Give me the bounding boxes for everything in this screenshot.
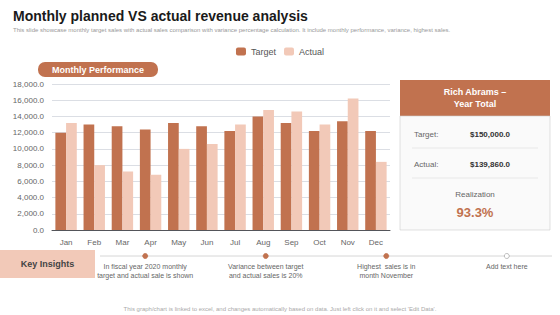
svg-text:Feb: Feb [87,238,101,247]
svg-text:Highest sales is in: Highest sales is in [357,263,415,271]
svg-text:$150,000.0: $150,000.0 [470,130,511,139]
svg-text:target and actual sale is show: target and actual sale is shown [97,272,193,280]
svg-text:Key Insights: Key Insights [21,259,75,269]
svg-text:This graph/chart is linked to: This graph/chart is linked to excel, and… [124,306,437,312]
svg-text:2,000.0: 2,000.0 [17,209,44,218]
svg-text:Actual: Actual [299,47,324,57]
svg-text:Jun: Jun [200,238,213,247]
svg-text:10,000.0: 10,000.0 [13,144,45,153]
svg-text:May: May [171,238,186,247]
svg-text:Aug: Aug [256,238,270,247]
svg-text:0.0: 0.0 [33,226,45,235]
svg-text:18,000.0: 18,000.0 [13,80,45,89]
svg-text:4,000.0: 4,000.0 [17,193,44,202]
svg-text:and actual sales is 20%: and actual sales is 20% [229,272,303,279]
svg-text:Year Total: Year Total [454,99,496,109]
svg-text:Add text here: Add text here [486,263,528,270]
svg-text:16,000.0: 16,000.0 [13,96,45,105]
svg-text:8,000.0: 8,000.0 [17,161,44,170]
svg-text:Rich Abrams –: Rich Abrams – [444,87,507,97]
svg-text:Nov: Nov [341,238,355,247]
svg-text:Jul: Jul [230,238,240,247]
svg-text:Sep: Sep [284,238,299,247]
svg-text:This slide showcase monthly ta: This slide showcase monthly target sales… [13,27,451,33]
svg-text:14,000.0: 14,000.0 [13,112,45,121]
svg-text:Dec: Dec [369,238,383,247]
svg-text:Target:: Target: [414,130,438,139]
svg-text:Monthly Performance: Monthly Performance [52,65,144,75]
svg-text:Apr: Apr [144,238,157,247]
svg-text:Mar: Mar [116,238,130,247]
svg-text:Realization: Realization [455,190,495,199]
svg-text:Monthly planned VS actual reve: Monthly planned VS actual revenue analys… [13,8,308,24]
svg-text:In fiscal year 2020 monthly: In fiscal year 2020 monthly [104,263,188,271]
svg-text:Jan: Jan [60,238,73,247]
svg-text:Actual:: Actual: [414,160,438,169]
svg-text:Target: Target [251,47,277,57]
svg-text:6,000.0: 6,000.0 [17,177,44,186]
svg-text:Variance between target: Variance between target [228,263,303,271]
svg-text:$139,860.0: $139,860.0 [470,160,511,169]
svg-text:Oct: Oct [313,238,326,247]
svg-text:93.3%: 93.3% [457,205,494,220]
svg-text:month November: month November [359,272,413,279]
svg-text:12,000.0: 12,000.0 [13,128,45,137]
